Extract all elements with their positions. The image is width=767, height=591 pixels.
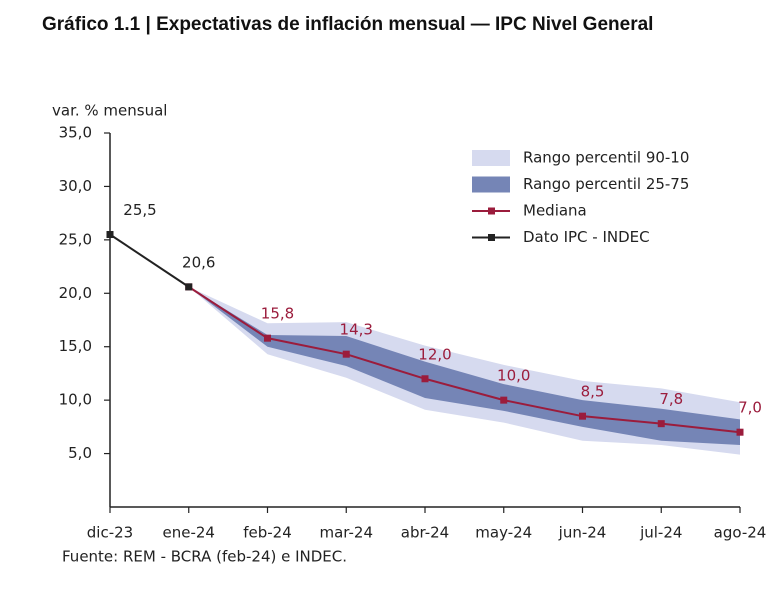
series-line [188, 286, 741, 434]
y-tick-label: 10,0 [59, 391, 92, 409]
data-point [342, 350, 350, 358]
y-axis-label: var. % mensual [52, 102, 167, 120]
y-tick-label: 20,0 [59, 284, 92, 302]
y-tick-label: 5,0 [68, 444, 92, 462]
x-tick-label: mar-24 [319, 524, 373, 542]
x-tick-label: abr-24 [401, 524, 449, 542]
legend-label: Dato IPC - INDEC [523, 228, 650, 246]
y-tick-label: 35,0 [59, 124, 92, 142]
legend-swatch [472, 176, 510, 193]
legend-marker [488, 234, 495, 241]
data-point [264, 334, 271, 342]
data-label: 12,0 [418, 345, 451, 363]
data-label: 8,5 [581, 383, 605, 401]
data-label: 15,8 [261, 305, 294, 323]
legend-swatch [472, 150, 510, 166]
chart-title: Gráfico 1.1 | Expectativas de inflación … [42, 14, 653, 35]
x-tick-label: feb-24 [243, 524, 292, 542]
x-tick-label: ago-24 [714, 524, 767, 542]
x-tick-label: dic-23 [87, 524, 133, 542]
y-tick-label: 30,0 [59, 177, 92, 195]
x-tick-label: may-24 [475, 524, 532, 542]
x-tick-label: ene-24 [163, 524, 215, 542]
x-tick-label: jun-24 [558, 524, 607, 542]
range-band [188, 286, 740, 446]
data-label: 7,8 [659, 390, 683, 408]
series-line [109, 233, 190, 288]
legend-label: Mediana [523, 202, 587, 220]
data-label: 14,3 [340, 321, 373, 339]
source-note: Fuente: REM - BCRA (feb-24) e INDEC. [62, 548, 347, 566]
data-label: 25,5 [123, 201, 156, 219]
data-point [500, 396, 508, 404]
data-point [421, 375, 429, 383]
data-label: 7,0 [738, 399, 762, 417]
data-point [736, 428, 744, 436]
legend-label: Rango percentil 90-10 [523, 149, 689, 167]
y-tick-label: 15,0 [59, 337, 92, 355]
y-tick-label: 25,0 [59, 230, 92, 248]
data-label: 10,0 [497, 367, 530, 385]
legend-label: Rango percentil 25-75 [523, 175, 689, 193]
data-point [657, 420, 665, 428]
data-label: 20,6 [182, 253, 215, 271]
data-point [185, 283, 193, 291]
legend-marker [488, 207, 495, 215]
x-tick-label: jul-24 [639, 524, 682, 542]
data-point [106, 231, 114, 239]
data-point [579, 412, 586, 420]
